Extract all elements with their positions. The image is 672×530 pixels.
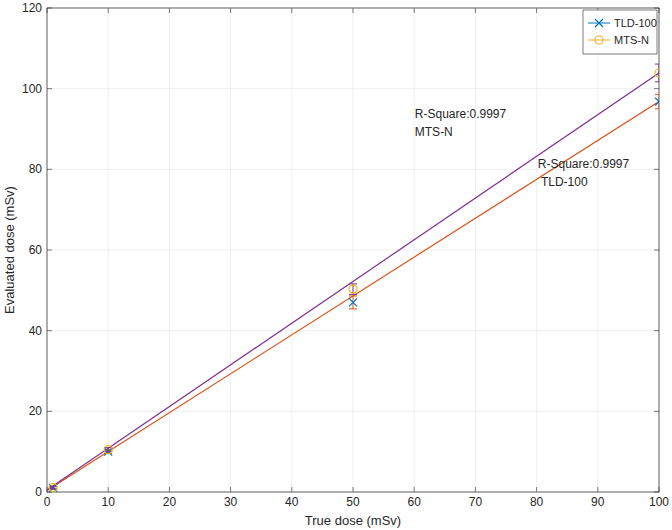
tick bbox=[536, 487, 537, 492]
error-bar bbox=[104, 448, 112, 452]
error-bar bbox=[349, 296, 357, 309]
tick-label: 80 bbox=[530, 495, 544, 509]
tick bbox=[414, 487, 415, 492]
marker-shape bbox=[595, 36, 603, 44]
tick-label: 30 bbox=[224, 495, 238, 509]
tick-label: 20 bbox=[29, 404, 43, 418]
tick bbox=[47, 411, 52, 412]
tick bbox=[108, 8, 109, 13]
legend: TLD-100 MTS-N bbox=[583, 10, 657, 54]
tick-label: 40 bbox=[285, 495, 299, 509]
error-bar bbox=[49, 486, 57, 488]
tick bbox=[414, 8, 415, 13]
grid-line bbox=[47, 330, 659, 331]
tick bbox=[47, 88, 52, 89]
tick bbox=[47, 250, 52, 251]
tick bbox=[353, 487, 354, 492]
tick-label: 80 bbox=[29, 162, 43, 176]
marker-shape bbox=[655, 98, 659, 106]
tick-label: 100 bbox=[22, 82, 42, 96]
tick-label: 120 bbox=[22, 1, 42, 15]
tick bbox=[230, 8, 231, 13]
x-axis-label: True dose (mSv) bbox=[305, 513, 401, 528]
annotation: R-Square:0.9997 bbox=[415, 107, 507, 121]
tick-label: 0 bbox=[44, 495, 51, 509]
annotation: TLD-100 bbox=[538, 175, 588, 189]
tick-label: 0 bbox=[35, 485, 42, 499]
tick-label: 10 bbox=[102, 495, 116, 509]
marker bbox=[104, 446, 112, 454]
fit-line bbox=[47, 73, 659, 490]
tick bbox=[475, 8, 476, 13]
marker-shape bbox=[349, 298, 357, 306]
tick bbox=[169, 8, 170, 13]
tick bbox=[47, 169, 52, 170]
plot-area bbox=[47, 8, 659, 492]
tick-label: 60 bbox=[29, 243, 43, 257]
tick bbox=[654, 169, 659, 170]
legend-box bbox=[583, 10, 657, 54]
tick bbox=[654, 411, 659, 412]
tick-label: 90 bbox=[591, 495, 605, 509]
legend-line bbox=[588, 40, 610, 41]
marker bbox=[349, 298, 357, 306]
annotation: MTS-N bbox=[415, 125, 453, 139]
tick bbox=[654, 250, 659, 251]
grid-line bbox=[47, 88, 659, 89]
marker bbox=[349, 285, 357, 293]
frame bbox=[47, 8, 659, 492]
marker-shape bbox=[349, 285, 357, 293]
tick-label: 60 bbox=[408, 495, 422, 509]
marker bbox=[655, 69, 659, 77]
marker-shape bbox=[49, 484, 57, 492]
legend-label: MTS-N bbox=[614, 34, 649, 46]
marker bbox=[655, 98, 659, 106]
y-axis-label: Evaluated dose (mSv) bbox=[2, 186, 17, 314]
tick bbox=[47, 330, 52, 331]
marker-shape bbox=[49, 484, 57, 492]
tick-label: 40 bbox=[29, 324, 43, 338]
error-bar bbox=[349, 284, 357, 294]
marker bbox=[49, 484, 57, 492]
legend-marker bbox=[595, 36, 603, 44]
tick bbox=[230, 487, 231, 492]
marks bbox=[47, 64, 659, 492]
tick-label: 70 bbox=[469, 495, 483, 509]
marker bbox=[49, 484, 57, 492]
tick bbox=[536, 8, 537, 13]
background bbox=[0, 0, 672, 530]
tick bbox=[291, 487, 292, 492]
tick-label: 50 bbox=[346, 495, 360, 509]
grid-line bbox=[47, 411, 659, 412]
tick bbox=[108, 487, 109, 492]
error-bar bbox=[49, 487, 57, 489]
annotation: R-Square:0.9997 bbox=[538, 157, 630, 171]
fit-line bbox=[47, 102, 659, 491]
tick bbox=[169, 487, 170, 492]
tick-label: 100 bbox=[649, 495, 669, 509]
chart: 0 10 20 30 40 50 60 70 80 90 100 0 20 40 60 80 100 120 Tru… bbox=[0, 0, 672, 530]
legend-marker bbox=[595, 19, 603, 27]
marker-shape bbox=[595, 19, 603, 27]
grid-line bbox=[47, 250, 659, 251]
error-bar bbox=[655, 94, 659, 109]
tick bbox=[597, 487, 598, 492]
error-bar bbox=[655, 64, 659, 82]
tick bbox=[654, 330, 659, 331]
tick bbox=[654, 88, 659, 89]
tick bbox=[291, 8, 292, 13]
tick bbox=[353, 8, 354, 13]
legend-label: TLD-100 bbox=[614, 17, 657, 29]
marker-shape bbox=[104, 446, 112, 454]
tick bbox=[475, 487, 476, 492]
marker-shape bbox=[655, 69, 659, 77]
tick-label: 20 bbox=[163, 495, 177, 509]
